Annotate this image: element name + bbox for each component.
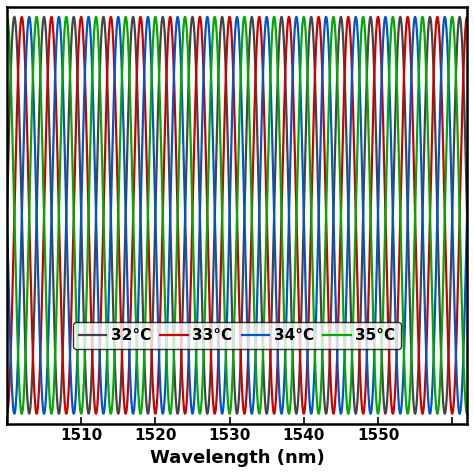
32°C [440, 393, 446, 399]
34°C [229, 117, 235, 122]
32°C [32, 301, 37, 306]
32°C [94, 165, 100, 171]
33°C [32, 391, 37, 396]
33°C [229, 37, 235, 43]
35°C [32, 35, 37, 40]
32°C [464, 212, 470, 218]
32°C [6, 128, 12, 134]
33°C [440, 126, 446, 132]
34°C [23, 58, 29, 64]
34°C [440, 32, 446, 38]
34°C [219, 411, 225, 417]
32°C [219, 14, 225, 20]
Legend: 32°C, 33°C, 34°C, 35°C: 32°C, 33°C, 34°C, 35°C [73, 322, 401, 349]
34°C [464, 212, 470, 218]
33°C [6, 392, 12, 398]
35°C [464, 411, 470, 417]
32°C [23, 367, 29, 373]
34°C [86, 14, 91, 20]
34°C [94, 262, 100, 267]
33°C [23, 88, 29, 93]
Line: 33°C: 33°C [7, 17, 467, 414]
34°C [32, 125, 37, 130]
33°C [94, 405, 100, 411]
35°C [23, 337, 29, 343]
35°C [94, 20, 100, 26]
35°C [440, 299, 446, 304]
32°C [229, 307, 235, 312]
32°C [383, 411, 388, 417]
32°C [4, 212, 10, 218]
X-axis label: Wavelength (nm): Wavelength (nm) [150, 449, 324, 467]
Line: 32°C: 32°C [7, 17, 467, 414]
34°C [6, 297, 12, 302]
35°C [4, 14, 10, 20]
34°C [4, 212, 10, 218]
Line: 35°C: 35°C [7, 17, 467, 414]
33°C [4, 411, 10, 417]
Line: 34°C: 34°C [7, 17, 467, 414]
35°C [6, 33, 12, 38]
35°C [229, 388, 235, 394]
33°C [464, 14, 470, 20]
